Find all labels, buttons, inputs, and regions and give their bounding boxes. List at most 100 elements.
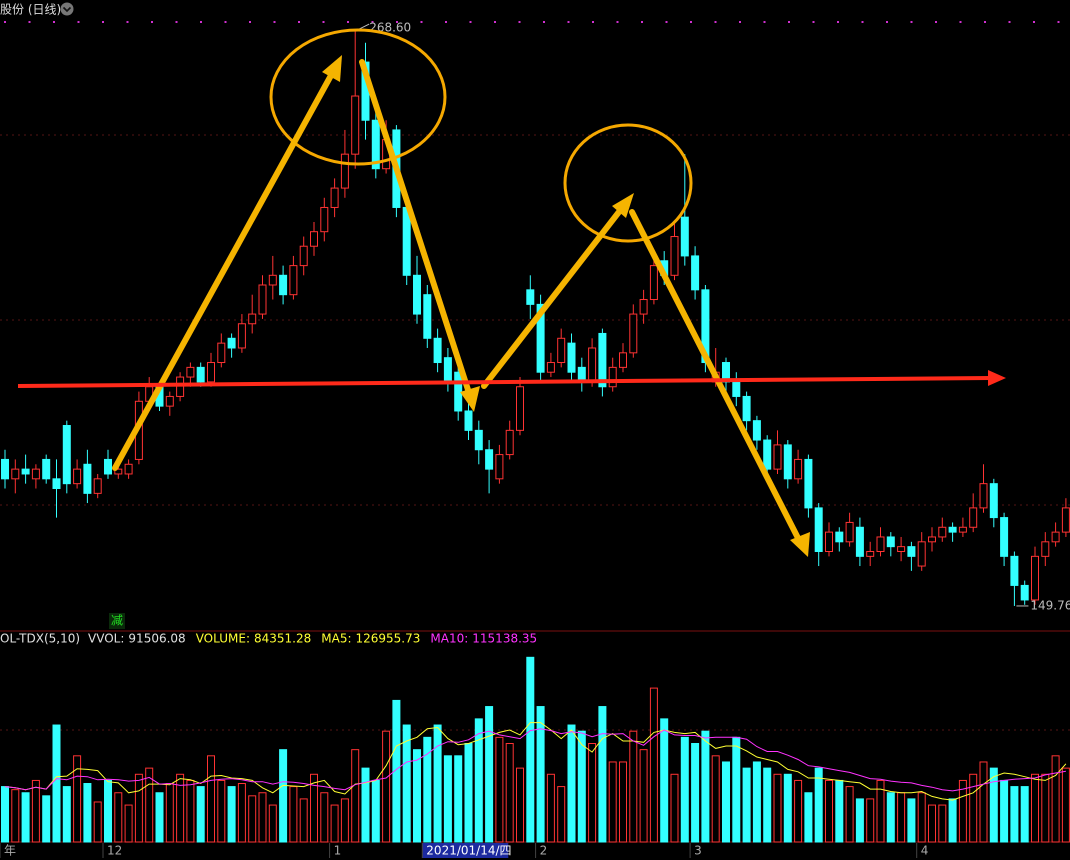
dot [910,21,913,23]
dot [224,21,227,23]
candle-body [73,468,82,485]
candle-body [958,526,967,533]
volume-bar [62,786,71,843]
candle-body [1061,507,1070,533]
candle-body [93,478,102,494]
candle-body [237,323,246,349]
candle-body [557,337,566,364]
volume-bar [423,736,432,843]
volume-bar [732,736,741,843]
volume-bar [516,767,524,843]
volume-bar [629,730,638,843]
candle-body [402,206,411,276]
volume-bar [825,779,833,843]
arrow-head [322,55,342,82]
candle-body [299,245,308,267]
candle-body [1031,555,1039,601]
candle-body [1041,541,1050,557]
arrow-head [612,193,634,218]
trend-arrows [112,59,803,545]
dot [28,21,31,23]
candle-body [938,526,947,538]
candle-body [320,206,329,233]
readout-value: 126955.73 [356,632,421,646]
volume-bar [886,792,895,843]
volume-bar [1010,786,1019,843]
volume-bar [227,786,236,843]
x-tick-label: 2021/01/14/四 [426,844,511,858]
volume-bar [794,779,803,843]
dot [690,21,692,23]
candle-body [42,458,51,480]
volume-bar [567,724,576,843]
dot [273,21,276,23]
candle-body [804,458,813,509]
candle-body [62,425,71,485]
x-tick-label: 年 [4,844,16,858]
readout-value: 91506.08 [128,632,185,646]
candle-body [165,395,174,407]
volume-bar [134,773,143,843]
candle-body [207,362,215,383]
volume-bar [773,773,782,843]
readout-value: 115138.35 [472,632,537,646]
dropdown-button[interactable] [60,2,74,16]
dot [4,21,6,23]
volume-bar [258,792,267,843]
dot [739,21,741,23]
candle-body [11,468,20,480]
volume-bar [320,792,329,843]
candle-body [855,526,864,557]
candle-body [876,536,885,553]
arrow [629,209,803,545]
candle-body [186,366,195,378]
dot [616,21,619,23]
candle-body [649,265,658,301]
candle-body [433,337,442,364]
chart-title: 股份 (日线) [0,3,61,17]
volume-bar [546,773,555,843]
volume-bar [598,706,607,843]
ma-line [4,722,1067,801]
candle-body [1,458,9,480]
volume-bar [248,795,257,843]
volume-bar [310,773,318,843]
volume-bar [443,755,452,843]
candle-body [340,153,349,189]
signal-text: 减 [111,614,123,628]
volume-bar [485,706,494,843]
dot [249,21,251,23]
volume-bar [969,773,978,843]
volume-bar [382,730,391,843]
dot [126,21,129,23]
volume-bar [845,786,854,843]
candle-body [289,265,298,296]
arrow [112,67,337,471]
volume-bar [165,783,174,843]
candle-body [886,536,895,548]
volume-bar [526,656,535,843]
cursor-date-box [422,843,509,858]
volume-bar [21,792,30,843]
volume-bar [783,773,792,843]
volume-bar [897,792,906,843]
dot [837,21,839,23]
candle-body [258,284,267,315]
signal-box [109,613,125,629]
volume-bar [73,755,82,843]
volume-bar [928,804,936,843]
candle-body [969,507,978,528]
dot [469,21,472,23]
candle-body [928,536,936,543]
volume-bar [1020,786,1029,843]
candle-body [917,541,926,567]
arrow-head [988,370,1006,386]
arrow [359,59,473,399]
candle-body [598,332,607,388]
volume-bar [989,767,998,843]
x-tick-label: 1 [334,844,342,858]
volume-bar [804,792,813,843]
volume-bar [938,804,947,843]
dot [788,21,790,23]
